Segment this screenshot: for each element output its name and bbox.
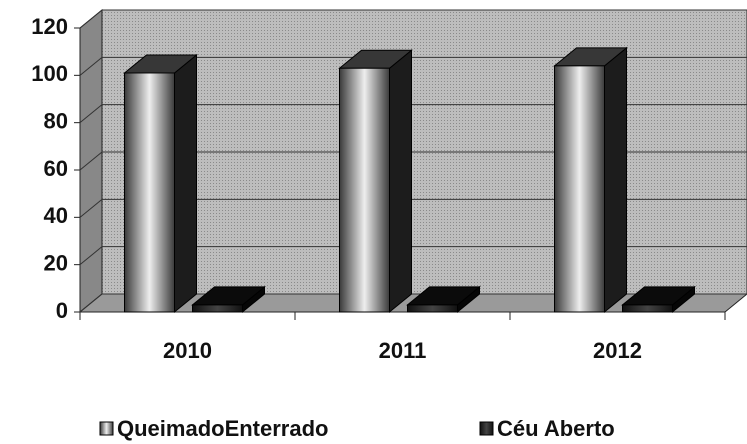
grid-line xyxy=(79,9,747,29)
x-tick-label: 2012 xyxy=(593,338,642,363)
legend-label: QueimadoEnterrado xyxy=(117,416,328,441)
y-tick-label: 40 xyxy=(44,203,68,228)
bar-side xyxy=(389,49,412,314)
bar xyxy=(554,65,605,313)
bar xyxy=(192,304,243,313)
grid-line xyxy=(79,246,747,266)
bar xyxy=(407,304,458,313)
y-tick-label: 20 xyxy=(44,250,68,275)
legend-label: Céu Aberto xyxy=(497,416,615,441)
bar-side xyxy=(604,46,627,314)
legend-swatch xyxy=(99,421,114,436)
y-tick-label: 80 xyxy=(44,108,68,133)
bar xyxy=(622,304,673,313)
bar-side xyxy=(174,53,197,314)
x-tick-label: 2011 xyxy=(379,338,427,363)
y-tick-label: 60 xyxy=(44,156,68,181)
bar xyxy=(124,72,175,313)
legend-swatch xyxy=(479,421,494,436)
y-tick-label: 0 xyxy=(56,298,68,323)
y-tick-label: 120 xyxy=(31,14,68,39)
grid-line xyxy=(79,104,747,124)
bar xyxy=(339,67,390,313)
grid-line xyxy=(79,198,747,218)
grid-line xyxy=(79,293,747,313)
grid-line xyxy=(79,151,747,171)
grid-line xyxy=(79,56,747,76)
y-tick-label: 100 xyxy=(31,61,68,86)
x-tick-label: 2010 xyxy=(163,338,212,363)
